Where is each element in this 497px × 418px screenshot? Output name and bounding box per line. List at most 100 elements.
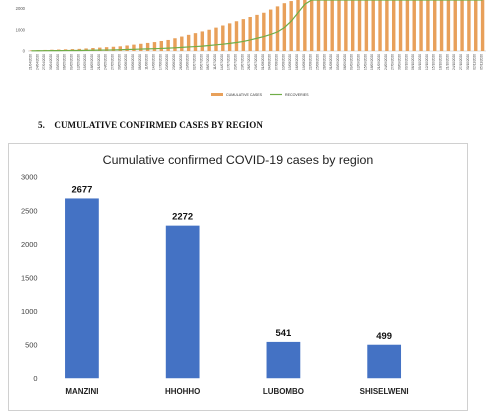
- cumulative-bar: [296, 0, 300, 51]
- region-bar-chart: Cumulative confirmed COVID-19 cases by r…: [8, 143, 468, 411]
- top-x-tick-label: 06/05/2020: [63, 54, 67, 70]
- category-label-hhohho: HHOHHO: [165, 387, 200, 396]
- top-x-tick-label: 24/05/2020: [104, 54, 108, 70]
- top-x-tick-label: 14/07/2020: [220, 54, 224, 70]
- top-x-tick-label: 27/05/2020: [110, 54, 114, 70]
- cumulative-bar: [262, 12, 266, 51]
- chart-title: Cumulative confirmed COVID-19 cases by r…: [103, 153, 374, 167]
- cumulative-bar: [309, 0, 314, 51]
- legend-recoveries-label: RECOVERIES: [285, 93, 309, 97]
- top-x-tick-label: 19/08/2020: [302, 54, 306, 70]
- bar-hhohho: [165, 225, 200, 379]
- cumulative-bar: [91, 48, 95, 51]
- top-x-tick-label: 27/04/2020: [42, 54, 46, 70]
- cumulative-bar: [234, 21, 239, 51]
- top-x-tick-label: 13/08/2020: [288, 54, 292, 70]
- top-x-tick-label: 26/06/2020: [179, 54, 183, 70]
- top-y-tick-label: 2000: [16, 6, 26, 11]
- top-x-tick-label: 12/10/2020: [425, 54, 429, 70]
- cumulative-bar: [227, 23, 232, 51]
- cumulative-bar: [98, 47, 102, 51]
- cumulative-bar: [303, 0, 307, 51]
- cumulative-bar: [371, 0, 375, 51]
- top-x-tick-label: 29/06/2020: [186, 54, 190, 70]
- top-x-tick-label: 27/09/2020: [391, 54, 395, 70]
- category-label-shiselweni: SHISELWENI: [360, 387, 409, 396]
- cumulative-bar: [84, 48, 88, 51]
- data-label-manzini: 2677: [71, 183, 92, 194]
- cumulative-bar: [330, 0, 334, 51]
- top-x-tick-label: 24/10/2020: [452, 54, 456, 70]
- top-x-tick-label: 02/06/2020: [124, 54, 128, 70]
- cumulative-bar: [467, 0, 471, 51]
- bar-manzini: [65, 198, 99, 379]
- top-x-tick-label: 31/08/2020: [329, 54, 333, 70]
- category-label-lubombo: LUBOMBO: [263, 387, 304, 396]
- cumulative-bar: [405, 0, 410, 51]
- data-label-hhohho: 2272: [172, 211, 193, 222]
- top-x-tick-label: 17/07/2020: [227, 54, 231, 70]
- cumulative-bar: [453, 0, 457, 51]
- top-x-tick-label: 30/04/2020: [49, 54, 53, 70]
- top-x-tick-label: 04/08/2020: [268, 54, 272, 70]
- top-x-tick-label: 29/07/2020: [254, 54, 258, 70]
- cumulative-bar: [357, 0, 362, 51]
- top-x-tick-label: 21/04/2020: [28, 54, 32, 70]
- cumulative-bar: [323, 0, 328, 51]
- top-x-tick-label: 03/09/2020: [336, 54, 340, 70]
- section-number: 5.: [38, 120, 45, 130]
- cumulative-bar: [139, 43, 143, 51]
- top-x-tick-label: 27/10/2020: [459, 54, 463, 70]
- top-x-tick-label: 23/06/2020: [172, 54, 176, 70]
- recoveries-line: [31, 0, 483, 52]
- top-x-tick-label: 30/10/2020: [466, 54, 470, 70]
- top-x-tick-label: 11/06/2020: [145, 54, 149, 70]
- cumulative-bar: [255, 14, 259, 51]
- top-x-tick-label: 21/10/2020: [445, 54, 449, 70]
- top-x-tick-label: 06/09/2020: [343, 54, 347, 70]
- top-x-tick-label: 07/08/2020: [275, 54, 279, 70]
- top-x-tick-label: 14/06/2020: [151, 54, 155, 70]
- cumulative-bar: [412, 0, 416, 51]
- top-x-tick-label: 11/07/2020: [213, 54, 217, 70]
- top-x-tick-label: 18/09/2020: [370, 54, 374, 70]
- top-x-tick-label: 06/10/2020: [411, 54, 415, 70]
- section-title: CUMULATIVE CONFIRMED CASES BY REGION: [54, 120, 263, 130]
- cumulative-bar: [241, 19, 246, 51]
- top-x-tick-label: 08/06/2020: [138, 54, 142, 70]
- cumulative-bar: [268, 9, 273, 51]
- cumulative-bar: [221, 25, 225, 51]
- top-x-tick-label: 26/07/2020: [247, 54, 251, 70]
- top-x-tick-label: 18/05/2020: [90, 54, 94, 70]
- cumulative-bar: [159, 41, 164, 51]
- top-legend: CUMULATIVE CASES RECOVERIES: [211, 93, 309, 97]
- cumulative-bar: [104, 47, 109, 51]
- top-x-tick-label: 03/05/2020: [56, 54, 60, 70]
- cumulative-bar: [289, 1, 293, 51]
- cumulative-bar: [433, 0, 437, 51]
- cumulative-bar: [480, 0, 485, 51]
- top-x-tick-label: 01/08/2020: [261, 54, 265, 70]
- top-y-tick-label: 1000: [16, 27, 26, 32]
- top-x-tick-label: 15/09/2020: [363, 54, 367, 70]
- y-tick-label: 1000: [21, 307, 38, 316]
- top-x-tick-label: 28/08/2020: [322, 54, 326, 70]
- cumulative-bar: [275, 6, 280, 51]
- cumulative-bar: [180, 36, 184, 51]
- cumulative-bar: [316, 0, 321, 51]
- top-x-tick-label: 24/04/2020: [35, 54, 39, 70]
- cumulative-bar: [337, 0, 341, 51]
- top-x-tick-label: 21/09/2020: [377, 54, 381, 70]
- cumulative-bar: [193, 33, 198, 51]
- top-x-tick-label: 12/09/2020: [357, 54, 361, 70]
- bar-lubombo: [266, 341, 301, 379]
- top-x-tick-label: 24/09/2020: [384, 54, 388, 70]
- top-x-tick-label: 16/08/2020: [295, 54, 299, 70]
- cumulative-bar: [364, 0, 369, 51]
- top-x-tick-label: 12/05/2020: [76, 54, 80, 70]
- cumulative-bar: [474, 0, 478, 51]
- y-tick-label: 2500: [21, 206, 38, 215]
- cumulative-bar: [214, 27, 218, 51]
- cumulative-bar: [439, 0, 444, 51]
- cumulative-bar: [145, 42, 150, 51]
